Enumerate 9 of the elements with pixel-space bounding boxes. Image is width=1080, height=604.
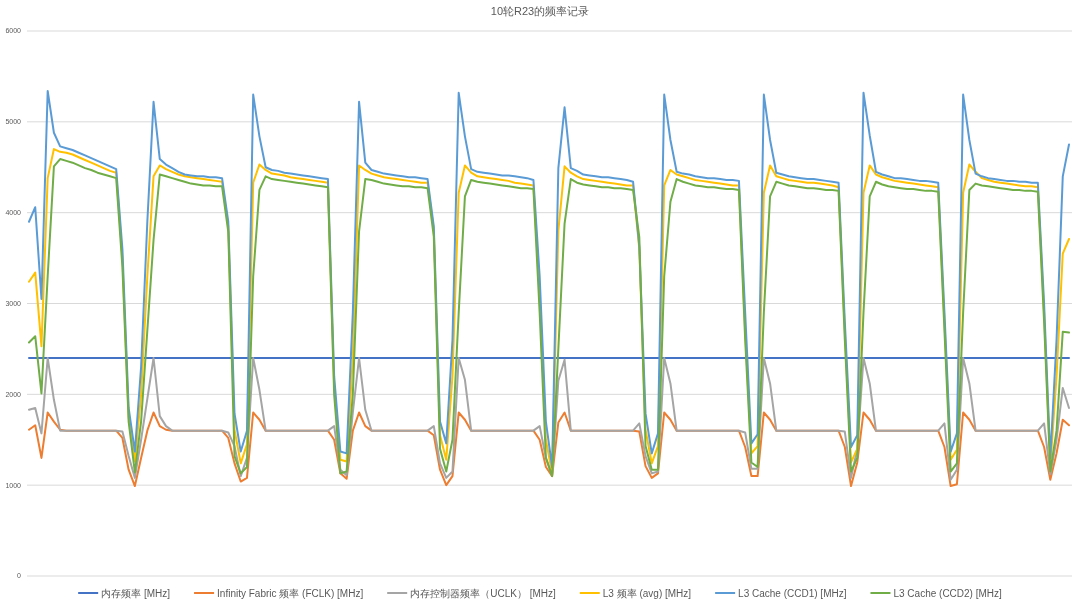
legend-label: 内存频率 [MHz] — [101, 587, 171, 599]
line-series — [28, 357, 1070, 481]
line-series — [28, 89, 1070, 468]
legend-label: Infinity Fabric 频率 (FCLK) [MHz] — [217, 587, 364, 599]
legend-label: L3 Cache (CCD1) [MHz] — [738, 587, 847, 599]
chart-title: 10轮R23的频率记录 — [490, 5, 590, 17]
legend-label: 内存控制器频率（UCLK） [MHz] — [410, 587, 556, 599]
legend-label: L3 Cache (CCD2) [MHz] — [893, 587, 1003, 599]
legend-label: L3 频率 (avg) [MHz] — [602, 587, 692, 599]
